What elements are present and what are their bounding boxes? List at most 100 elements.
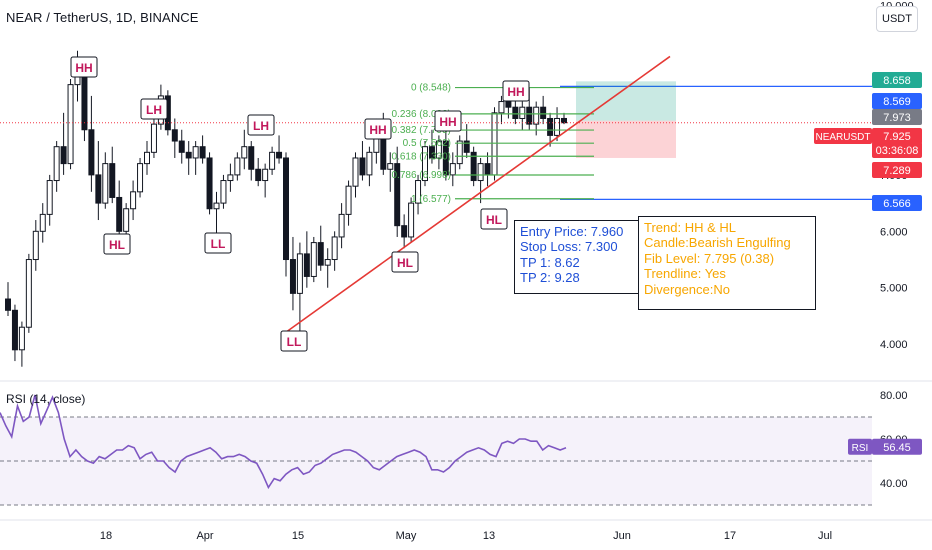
- candle: [289, 236, 296, 311]
- swing-label-box: [502, 80, 530, 102]
- candle-body-up: [102, 163, 109, 204]
- candle: [428, 129, 435, 164]
- candle-body-up: [387, 163, 394, 170]
- candle: [102, 152, 109, 209]
- candle: [116, 180, 123, 243]
- candle: [484, 152, 491, 187]
- candle-body-up: [192, 146, 199, 159]
- candle: [39, 203, 46, 243]
- candle-body-up: [519, 106, 526, 119]
- candle-body-down: [561, 117, 567, 124]
- candle: [178, 129, 185, 164]
- time-tick-label: 18: [100, 530, 112, 542]
- candle-body-down: [303, 253, 310, 277]
- candle: [345, 180, 352, 226]
- grid: [0, 380, 932, 521]
- candle: [241, 129, 248, 170]
- candle: [449, 152, 456, 187]
- candle-body-up: [123, 208, 130, 232]
- swing-label: HH: [364, 118, 392, 140]
- swing-label-text: HL: [486, 213, 502, 227]
- candle: [123, 203, 130, 237]
- price-badge-bg: [872, 72, 922, 88]
- candle-body-down: [359, 157, 366, 176]
- price-badge-bg: [872, 142, 922, 158]
- rsi-tick-label: 80.00: [880, 390, 908, 402]
- candle-body-up: [296, 253, 303, 294]
- candle: [109, 146, 116, 204]
- analysis-annotation: Trend: HH & HL Candle:Bearish Engulfing …: [638, 216, 816, 310]
- candle-body-down: [95, 174, 102, 204]
- candle: [67, 78, 74, 170]
- fib-level-label: 1 (6.577): [411, 194, 451, 205]
- candle-body-up: [310, 242, 317, 277]
- candle: [331, 231, 338, 271]
- time-tick-label: Apr: [196, 530, 213, 542]
- candle-body-down: [401, 225, 408, 238]
- swing-label-box: [70, 56, 98, 78]
- candle-body-up: [39, 213, 46, 232]
- swing-label-text: HL: [109, 238, 125, 252]
- swing-label: LH: [140, 98, 168, 120]
- symbol-tag-bg: [814, 128, 872, 144]
- candle-body-up: [241, 146, 248, 159]
- candle-body-up: [449, 163, 456, 176]
- rsi-tick-label: 40.00: [880, 478, 908, 490]
- swing-label: LL: [204, 232, 232, 254]
- symbol-title: NEAR / TetherUS, 1D, BINANCE: [6, 10, 199, 25]
- entry-price-line: Entry Price: 7.960: [520, 224, 624, 239]
- tp1-line: TP 1: 8.62: [520, 254, 580, 270]
- candle-body-up: [456, 140, 463, 165]
- currency-button[interactable]: USDT: [876, 6, 918, 32]
- candle: [255, 157, 262, 187]
- candle: [171, 118, 178, 158]
- swing-label-box: [247, 114, 275, 136]
- candle: [227, 163, 234, 192]
- candle: [192, 141, 199, 175]
- candle-body-up: [324, 259, 331, 266]
- candle: [18, 321, 25, 367]
- swing-label: HL: [103, 233, 131, 255]
- candle-body-down: [206, 157, 213, 210]
- candle: [25, 253, 32, 333]
- candle: [554, 107, 561, 142]
- candle: [220, 174, 227, 209]
- price-badge: 03:36:08: [872, 142, 922, 158]
- swing-label-box: [391, 251, 419, 273]
- price-badge-bg: [872, 109, 922, 125]
- candle-body-down: [171, 129, 178, 142]
- candle: [199, 135, 206, 164]
- candle: [296, 242, 303, 333]
- swing-label-text: HL: [397, 256, 413, 270]
- candle: [359, 141, 366, 181]
- price-badge-text: 7.925: [883, 131, 911, 143]
- swing-label-box: [140, 98, 168, 120]
- candle-body-up: [338, 213, 345, 238]
- candle: [491, 107, 498, 181]
- symbol-tag-text: NEARUSDT: [815, 132, 870, 143]
- candle-body-up: [554, 117, 561, 136]
- candle-body-up: [408, 202, 415, 238]
- candle-body-down: [116, 196, 123, 232]
- candle-body-up: [18, 326, 25, 351]
- candle: [206, 152, 213, 215]
- candle-body-up: [53, 146, 60, 182]
- swing-label-text: LH: [253, 119, 269, 133]
- candle: [310, 236, 317, 283]
- price-badge: 7.925: [872, 128, 922, 144]
- candle: [324, 248, 331, 288]
- fib-level-label: 0.786 (6.998): [392, 170, 452, 181]
- candle: [46, 174, 53, 226]
- candle-body-down: [505, 101, 512, 108]
- candle: [422, 141, 428, 187]
- candle: [137, 157, 144, 198]
- candle-body-up: [352, 157, 359, 187]
- trendline-line-text: Trendline: Yes: [644, 266, 726, 282]
- candle: [213, 191, 220, 237]
- candle-body-up: [269, 151, 276, 170]
- fib-level-label: 0 (8.548): [411, 83, 451, 94]
- swing-label: HH: [70, 56, 98, 78]
- candle-body-down: [276, 151, 283, 159]
- candle: [401, 214, 408, 249]
